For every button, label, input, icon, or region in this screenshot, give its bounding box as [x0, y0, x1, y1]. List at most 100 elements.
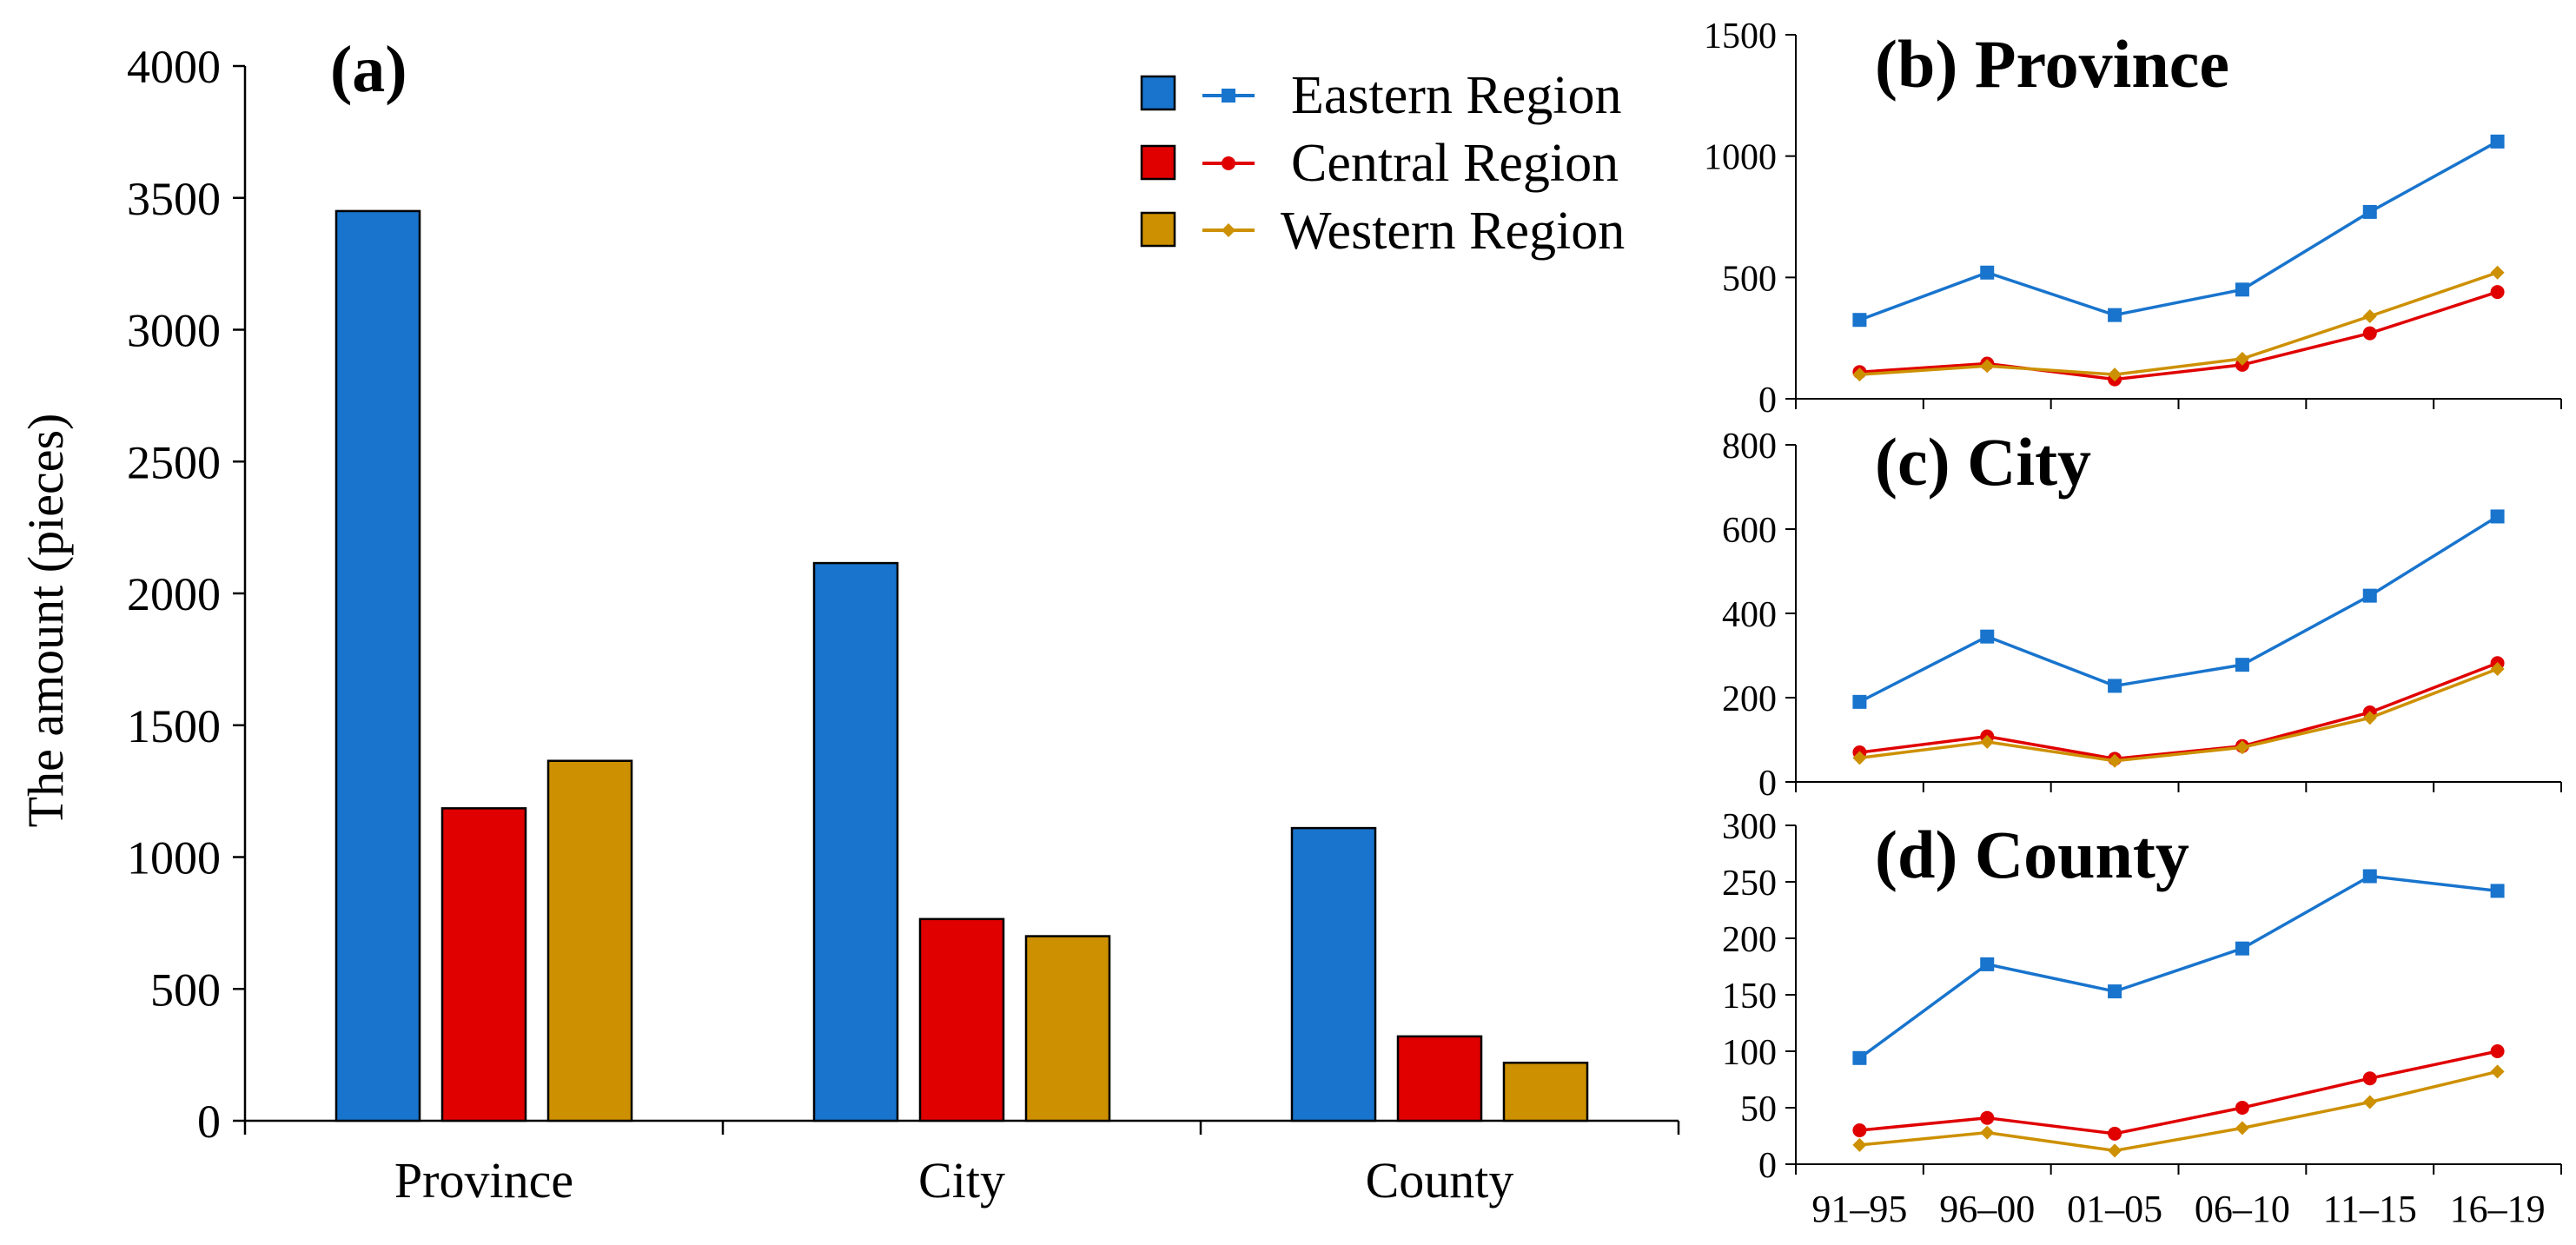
legend-swatch-eastern: [1140, 75, 1176, 111]
data-point-eastern-region-5: [2362, 588, 2377, 603]
y-tick-label: 50: [1740, 1089, 1777, 1129]
x-tick-label: 91–95: [1811, 1188, 1907, 1230]
data-point-western-region-6: [2490, 1064, 2505, 1079]
y-tick-label: 1000: [127, 832, 221, 884]
bars: [334, 209, 1589, 1122]
series-line-eastern-region: [1858, 874, 2498, 1060]
data-point-western-region-3: [2108, 753, 2122, 768]
y-tick-label: 250: [1722, 864, 1777, 904]
data-point-eastern-region-4: [2235, 658, 2249, 672]
data-point-eastern-region-1: [1852, 694, 1867, 709]
data-point-western-region-2: [1980, 1125, 1995, 1140]
data-point-central-region-6: [2490, 1044, 2505, 1058]
y-tick-label: 0: [1758, 381, 1777, 421]
bar-province-eastern-region: [334, 209, 421, 1122]
data-point-western-region-4: [2235, 740, 2249, 755]
series-line-central-region: [1859, 290, 2499, 381]
bar-city-eastern-region: [812, 561, 899, 1122]
x-tick-label: 96–00: [1939, 1188, 2035, 1230]
bar-city-central-region: [918, 917, 1005, 1122]
legend-label-central: Central Region: [1291, 134, 1619, 193]
x-tick-label: 11–15: [2323, 1188, 2417, 1230]
bar-chart-panel: (a) The amount (pieces) 0 500 1000 1500 2000…: [17, 33, 1680, 1209]
data-point-eastern-region-6: [2490, 884, 2505, 898]
data-point-central-region-6: [2490, 285, 2505, 300]
data-point-western-region-2: [1980, 359, 1995, 374]
y-tick-label: 300: [1722, 807, 1777, 847]
data-point-western-region-1: [1852, 751, 1867, 765]
legend-label-western: Western Region: [1281, 202, 1625, 261]
data-point-eastern-region-4: [2235, 282, 2249, 297]
panel-a-label: (a): [330, 33, 407, 106]
y-tick-label: 150: [1722, 977, 1777, 1017]
data-point-central-region-2: [1980, 1110, 1995, 1125]
series-line-western-region: [1859, 1070, 2498, 1153]
bar-county-eastern-region: [1290, 826, 1377, 1122]
y-tick-label: 400: [1722, 595, 1777, 635]
data-point-eastern-region-2: [1980, 629, 1995, 644]
data-point-western-region-5: [2362, 1095, 2377, 1109]
series-line-eastern-region: [1858, 140, 2499, 321]
y-tick-label: 500: [1722, 259, 1777, 299]
legend-marker-western: [1222, 223, 1235, 237]
panel-c-title: (c) City: [1875, 424, 2091, 500]
data-point-eastern-region-5: [2362, 869, 2377, 884]
y-axis-label: The amount (pieces): [17, 414, 74, 828]
panel-b-title: (b) Province: [1875, 26, 2229, 102]
x-tick-label-county: County: [1366, 1152, 1514, 1209]
x-tick-label-province: Province: [394, 1152, 573, 1209]
y-tick-label: 3500: [127, 173, 221, 225]
legend-marker-central: [1222, 156, 1235, 170]
data-point-western-region-2: [1980, 734, 1995, 749]
bar-province-central-region: [440, 807, 527, 1122]
series-line-western-region: [1859, 271, 2499, 376]
y-tick-label: 0: [1758, 1146, 1777, 1186]
data-point-western-region-1: [1852, 1137, 1867, 1152]
bar-province-western-region: [546, 759, 633, 1122]
data-point-eastern-region-4: [2235, 941, 2249, 956]
legend-swatch-western: [1140, 211, 1176, 248]
data-point-central-region-5: [2362, 326, 2377, 341]
series-line-central-region: [1859, 1050, 2498, 1136]
legend-marker-eastern: [1222, 89, 1235, 103]
y-tick-label: 500: [150, 964, 221, 1016]
data-point-western-region-6: [2490, 265, 2505, 280]
bar-city-western-region: [1024, 935, 1111, 1122]
data-point-eastern-region-1: [1852, 313, 1867, 328]
data-point-central-region-5: [2362, 1071, 2377, 1086]
legend-entry-western: Western Region: [1140, 202, 1625, 261]
y-tick-label: 100: [1722, 1033, 1777, 1073]
bar-county-western-region: [1502, 1061, 1589, 1122]
data-point-western-region-6: [2490, 662, 2505, 677]
line-chart-county: (d) County 0 50 100 150 200 250 300 91–95 96–00 0…: [1722, 807, 2562, 1230]
y-tick-label: 0: [1758, 764, 1777, 804]
data-point-central-region-1: [1852, 1123, 1867, 1137]
y-tick-label: 2500: [127, 436, 221, 488]
data-point-central-region-4: [2235, 1101, 2249, 1115]
line-chart-province: (b) Province 0 500 1000 1500: [1704, 17, 2562, 421]
y-tick-label: 200: [1722, 920, 1777, 960]
y-tick-label: 1500: [1704, 17, 1777, 56]
panel-d-title: (d) County: [1875, 817, 2189, 892]
data-point-western-region-4: [2235, 1121, 2249, 1136]
data-point-western-region-4: [2235, 351, 2249, 366]
y-tick-label: 2000: [127, 568, 221, 620]
y-tick-label: 3000: [127, 305, 221, 357]
legend-label-eastern: Eastern Region: [1291, 66, 1622, 125]
y-tick-label: 1000: [1704, 138, 1777, 178]
data-point-eastern-region-3: [2108, 679, 2122, 693]
x-tick-label: 16–19: [2450, 1188, 2546, 1230]
series-line-western-region: [1859, 667, 2499, 763]
y-tick-label: 800: [1722, 427, 1777, 467]
data-point-western-region-3: [2108, 1143, 2122, 1158]
data-point-eastern-region-1: [1852, 1050, 1867, 1065]
data-point-western-region-5: [2362, 711, 2377, 725]
data-point-western-region-3: [2108, 368, 2122, 382]
y-tick-label: 0: [197, 1096, 221, 1148]
line-chart-city: (c) City 0 200 400 600 800: [1722, 424, 2562, 804]
y-tick-label: 4000: [127, 41, 221, 93]
legend-swatch-central: [1140, 144, 1176, 181]
y-axis: 0 500 1000 1500 2000 2500 3000 3500 4000: [127, 41, 247, 1148]
legend-entry-eastern: Eastern Region: [1140, 66, 1622, 125]
